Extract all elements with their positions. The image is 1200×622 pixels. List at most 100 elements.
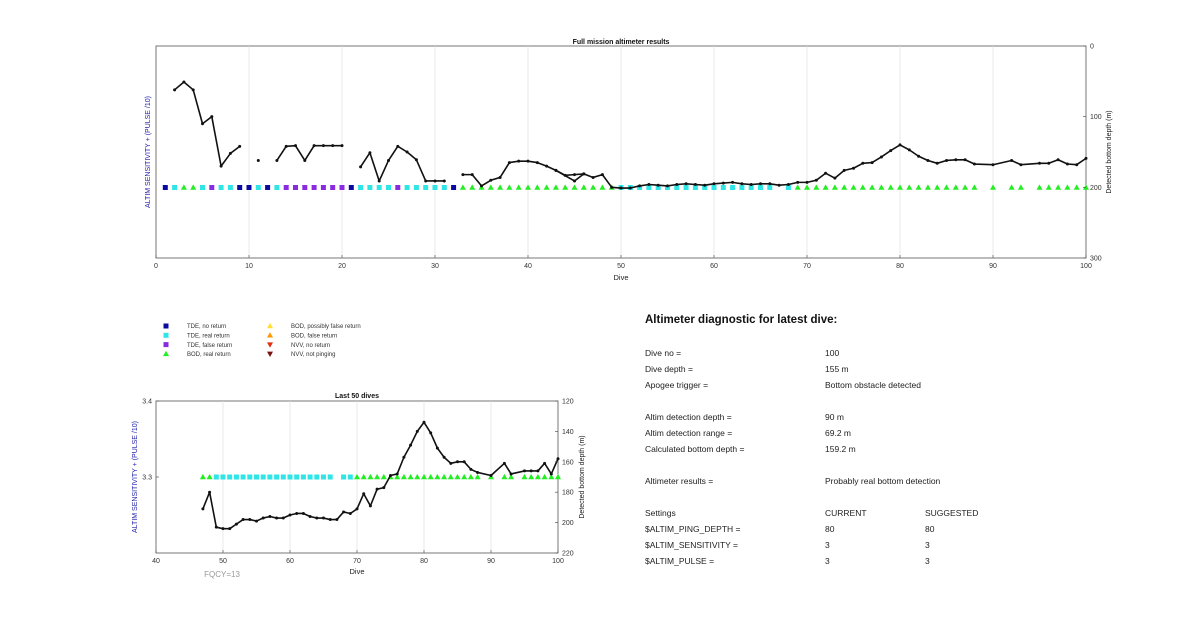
right-y-tick-label: 160	[562, 459, 574, 466]
left-y-tick-label: 3.4	[142, 399, 152, 406]
bottom-depth-point	[972, 162, 976, 166]
marker-tde-real-return	[240, 474, 246, 480]
marker-bod-real-return	[374, 473, 381, 480]
marker-tde-real-return	[739, 185, 745, 190]
bottom-depth-point	[740, 182, 744, 186]
marker-tde-false-return	[302, 185, 308, 190]
diag-value-dive-depth: 155 m	[825, 364, 849, 374]
bottom-depth-point	[480, 184, 483, 188]
marker-tde-real-return	[376, 185, 382, 190]
marker-tde-real-return	[314, 474, 320, 480]
bottom-depth-point	[591, 175, 595, 179]
marker-bod-real-return	[962, 184, 969, 190]
marker-bod-real-return	[421, 473, 427, 480]
bottom-depth-point	[549, 472, 553, 476]
marker-tde-no-return	[451, 185, 457, 190]
legend-label: BOD, false return	[291, 334, 337, 340]
marker-bod-real-return	[915, 184, 922, 190]
bottom-depth-point	[387, 158, 390, 162]
bottom-depth-point	[898, 143, 902, 147]
marker-tde-false-return	[209, 185, 215, 190]
marker-tde-real-return	[280, 474, 286, 480]
bottom-depth-point	[945, 158, 948, 162]
bottom-depth-point	[255, 519, 258, 523]
bottom-depth-point	[449, 461, 453, 465]
x-tick-label: 90	[487, 558, 495, 565]
x-tick-label: 70	[803, 263, 811, 270]
marker-bod-real-return	[474, 473, 481, 480]
marker-bod-real-return	[1008, 184, 1015, 190]
x-tick-label: 50	[617, 263, 625, 270]
bottom-depth-point	[842, 168, 846, 172]
x-tick-label: 50	[219, 558, 227, 565]
settings-header-label: Settings	[645, 508, 676, 518]
bottom-depth-point	[638, 184, 642, 188]
diag-value-dive-no: 100	[825, 348, 840, 358]
marker-bod-real-return	[794, 184, 801, 190]
marker-bod-real-return	[521, 473, 528, 480]
bottom-depth-point	[288, 513, 292, 517]
bottom-depth-point	[396, 144, 400, 148]
bottom-depth-point	[749, 183, 753, 187]
bottom-depth-point	[312, 144, 316, 148]
bottom-depth-point	[415, 429, 419, 433]
marker-bod-real-return	[367, 473, 374, 480]
bottom-depth-point	[814, 178, 818, 182]
right-y-tick-label: 220	[562, 551, 574, 558]
marker-tde-real-return	[260, 474, 266, 480]
bottom-depth-point	[359, 165, 363, 169]
legend-label: NVV, not pinging	[291, 352, 335, 358]
marker-tde-false-return	[311, 185, 317, 190]
marker-tde-real-return	[307, 474, 313, 480]
marker-bod-real-return	[354, 473, 360, 480]
marker-tde-false-return	[395, 185, 401, 190]
marker-tde-no-return	[237, 185, 243, 190]
bottom-depth-point	[238, 144, 242, 148]
bottom-depth-point	[507, 161, 511, 165]
bottom-depth-point	[554, 168, 558, 172]
marker-bod-real-return	[897, 184, 903, 190]
bottom-depth-point	[879, 155, 883, 159]
setting-current-ping-depth: 80	[825, 524, 835, 534]
marker-bod-real-return	[206, 473, 213, 480]
bottom-depth-point	[684, 182, 688, 186]
legend-label: TDE, no return	[187, 324, 226, 330]
bottom-depth-point	[402, 455, 406, 459]
marker-bod-real-return	[906, 184, 913, 190]
legend-label: NVV, no return	[291, 343, 330, 349]
marker-bod-real-return	[400, 473, 407, 480]
marker-bod-real-return	[990, 184, 996, 190]
bottom-depth-point	[523, 469, 526, 473]
marker-bod-real-return	[552, 184, 559, 190]
bottom-depth-point	[917, 154, 921, 158]
marker-bod-real-return	[869, 184, 876, 190]
setting-current-pulse: 3	[825, 556, 830, 566]
marker-tde-real-return	[347, 474, 353, 480]
marker-bod-real-return	[952, 184, 959, 190]
bottom-left-axis-label: ALTIM SENSITIVITY + (PULSE /10)	[132, 421, 139, 533]
bottom-depth-point	[362, 492, 366, 496]
marker-bod-real-return	[571, 184, 578, 190]
top-right-axis-label: Detected bottom depth (m)	[1106, 110, 1113, 193]
marker-bod-real-return	[454, 473, 461, 480]
bottom-depth-point	[1056, 158, 1060, 162]
bottom-depth-point	[295, 511, 299, 515]
setting-suggested-pulse: 3	[925, 556, 930, 566]
bottom-depth-point	[489, 473, 493, 477]
bottom-depth-point	[935, 161, 939, 165]
bottom-depth-point	[833, 176, 837, 180]
legend-marker	[267, 332, 273, 338]
bottom-depth-point	[600, 173, 604, 177]
bottom-depth-point	[422, 420, 426, 424]
bottom-depth-point	[1019, 163, 1023, 167]
right-y-tick-label: 100	[1090, 114, 1102, 121]
marker-bod-real-return	[804, 184, 810, 190]
diag-label-dive-depth: Dive depth =	[645, 364, 693, 374]
setting-label-ping-depth: $ALTIM_PING_DEPTH =	[645, 524, 741, 534]
bottom-depth-point	[268, 515, 272, 519]
bottom-depth-point	[509, 472, 513, 476]
marker-tde-no-return	[246, 185, 252, 190]
bottom-depth-point	[963, 158, 967, 162]
legend-marker	[163, 323, 169, 329]
bottom-depth-point	[241, 518, 245, 522]
